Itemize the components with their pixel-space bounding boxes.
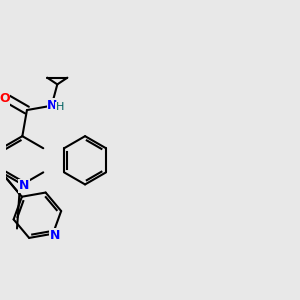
Text: H: H	[56, 102, 64, 112]
Text: N: N	[19, 179, 29, 192]
Text: N: N	[47, 99, 58, 112]
Text: N: N	[50, 229, 61, 242]
Text: O: O	[0, 92, 10, 105]
